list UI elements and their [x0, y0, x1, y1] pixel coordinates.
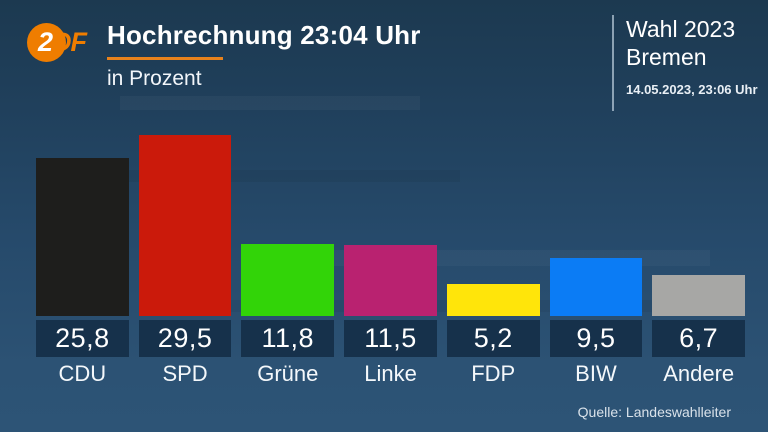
- title-underline: [107, 57, 223, 60]
- bar-column: 6,7 Andere: [652, 120, 746, 388]
- party-label: Linke: [364, 361, 417, 386]
- bar-cdu: [36, 158, 129, 316]
- bar-column: 11,8 Grüne: [241, 120, 335, 388]
- value-badge: 11,8: [241, 320, 335, 357]
- party-label: BIW: [575, 361, 617, 386]
- bar-column: 25,8 CDU: [36, 120, 129, 388]
- bar-area: [549, 120, 643, 316]
- party-label: CDU: [58, 361, 107, 386]
- bar-area: [344, 120, 437, 316]
- election-title: Wahl 2023 Bremen: [626, 15, 758, 71]
- bar-column: 5,2 FDP: [446, 120, 540, 388]
- source-credit: Quelle: Landeswahlleiter: [577, 404, 731, 420]
- party-label: FDP: [471, 361, 516, 386]
- zdf-logo: 2DF: [27, 22, 97, 64]
- bar-linke: [344, 245, 437, 316]
- party-label: Grüne: [257, 361, 319, 386]
- bar-column: 11,5 Linke: [344, 120, 437, 388]
- zdf-logo-df: DF: [52, 27, 87, 57]
- value-badge: 9,5: [549, 320, 643, 357]
- page-title: Hochrechnung 23:04 Uhr: [107, 20, 421, 50]
- bar-biw: [549, 258, 643, 316]
- bar-area: [652, 120, 746, 316]
- bar-area: [446, 120, 540, 316]
- value-badge: 29,5: [138, 320, 232, 357]
- election-title-line2: Bremen: [626, 44, 707, 70]
- zdf-logo-ball: [27, 23, 66, 62]
- party-label: Andere: [663, 361, 735, 386]
- page-subtitle: in Prozent: [107, 67, 202, 90]
- bar-area: [138, 120, 232, 316]
- bar-andere: [652, 275, 746, 316]
- bar-area: [241, 120, 335, 316]
- value-badge: 11,5: [344, 320, 437, 357]
- value-badge: 25,8: [36, 320, 129, 357]
- bar-area: [36, 120, 129, 316]
- value-badge: 5,2: [446, 320, 540, 357]
- zdf-logo-text: 2DF: [38, 27, 87, 58]
- election-info-panel: Wahl 2023 Bremen 14.05.2023, 23:06 Uhr: [612, 15, 758, 111]
- bar-spd: [138, 135, 232, 316]
- title-block: Hochrechnung 23:04 Uhr in Prozent: [107, 20, 421, 91]
- party-label: SPD: [162, 361, 208, 386]
- bar-grüne: [241, 244, 335, 316]
- election-timestamp: 14.05.2023, 23:06 Uhr: [626, 82, 758, 97]
- bar-fdp: [446, 284, 540, 316]
- bar-column: 9,5 BIW: [549, 120, 643, 388]
- zdf-logo-2: 2: [38, 27, 53, 57]
- value-badge: 6,7: [652, 320, 746, 357]
- election-title-line1: Wahl 2023: [626, 16, 736, 42]
- bar-column: 29,5 SPD: [138, 120, 232, 388]
- bar-chart: 25,8 CDU 29,5 SPD 11,8 Grüne 11,5 Linke 5,2 FDP 9,…: [36, 120, 746, 388]
